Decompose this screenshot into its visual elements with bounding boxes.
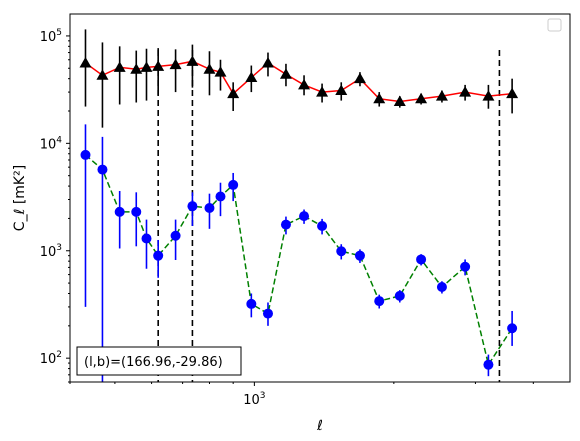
data-point-triangle — [214, 66, 227, 77]
data-point-triangle — [130, 63, 143, 74]
data-point-circle — [141, 233, 152, 244]
data-point-triangle — [261, 56, 274, 68]
y-tick-label: 103 — [40, 243, 62, 260]
series-2 — [80, 124, 518, 382]
data-point-circle — [299, 211, 310, 222]
data-point-circle — [280, 219, 291, 230]
data-point-triangle — [335, 84, 348, 96]
data-point-triangle — [186, 55, 199, 66]
data-point-triangle — [79, 56, 92, 68]
data-point-circle — [460, 261, 471, 272]
data-point-triangle — [279, 68, 292, 79]
plot-frame — [69, 13, 571, 383]
data-point-circle — [374, 296, 385, 307]
data-point-circle — [114, 206, 125, 217]
data-point-circle — [246, 298, 257, 309]
data-point-triangle — [298, 78, 311, 90]
data-point-circle — [170, 230, 181, 241]
data-point-circle — [336, 246, 347, 257]
data-point-triangle — [459, 86, 472, 97]
data-point-circle — [262, 308, 273, 319]
data-point-triangle — [393, 95, 406, 107]
data-point-circle — [187, 201, 198, 212]
data-point-circle — [228, 179, 239, 190]
series-line — [85, 154, 513, 367]
data-point-triangle — [96, 69, 109, 80]
y-axis-label: C_ℓ [mK²] — [12, 165, 28, 231]
y-tick-label: 104 — [40, 135, 63, 152]
annotation-box: (l,b)=(166.96,-29.86) — [76, 346, 242, 376]
y-tick-label: 102 — [40, 350, 62, 367]
data-point-circle — [204, 203, 215, 214]
data-point-circle — [97, 164, 108, 175]
x-axis-label: ℓ — [316, 418, 323, 434]
series-layer — [79, 29, 519, 382]
data-point-triangle — [353, 72, 366, 84]
axis-ticks: 102 103 104 105 103 — [40, 28, 534, 408]
data-point-circle — [394, 290, 405, 301]
data-point-circle — [153, 250, 164, 261]
data-point-triangle — [227, 87, 240, 99]
data-point-circle — [416, 254, 427, 265]
series-1 — [79, 29, 519, 128]
data-point-circle — [507, 323, 518, 334]
data-point-triangle — [169, 58, 182, 70]
data-point-triangle — [245, 71, 258, 83]
x-tick-label: 103 — [243, 391, 265, 408]
data-point-triangle — [152, 60, 165, 71]
data-point-circle — [80, 149, 91, 160]
y-tick-label: 105 — [40, 28, 62, 45]
data-point-triangle — [415, 92, 428, 104]
data-point-circle — [215, 191, 226, 202]
data-point-circle — [131, 206, 142, 217]
data-point-triangle — [482, 90, 495, 101]
data-point-triangle — [203, 63, 216, 74]
data-point-circle — [436, 281, 447, 292]
data-point-triangle — [140, 61, 153, 72]
annotation-text: (l,b)=(166.96,-29.86) — [84, 355, 223, 370]
data-point-triangle — [506, 87, 519, 99]
data-point-triangle — [316, 86, 329, 97]
data-point-circle — [317, 221, 328, 232]
data-point-triangle — [113, 61, 126, 72]
legend-box — [547, 18, 562, 32]
data-point-circle — [483, 359, 494, 370]
annotation-frame — [76, 346, 242, 376]
data-point-triangle — [435, 90, 448, 101]
data-point-circle — [354, 250, 365, 261]
data-point-triangle — [373, 92, 386, 104]
vertical-dashed-lines — [157, 50, 501, 382]
